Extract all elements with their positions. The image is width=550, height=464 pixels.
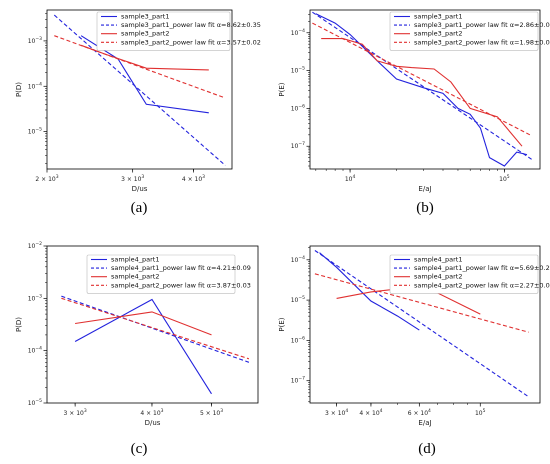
fit-line-4 [312, 22, 532, 137]
legend-label: sample4_part2 [414, 273, 462, 281]
legend-label: sample3_part2 [414, 30, 462, 38]
x-tick-label: 4 × 104 [359, 408, 382, 417]
legend-label: sample4_part1 [414, 256, 462, 264]
x-tick-label: 104 [345, 174, 356, 183]
legend-label: sample3_part1 [414, 13, 462, 21]
y-axis-label: P(D) [15, 82, 23, 97]
legend-label: sample4_part2_power law fit α=2.27±0.01 [414, 281, 550, 289]
panel-3: 10−5 10−4 10−3 10−2 3 × 103 4 × 103 5 × 103 D/u… [15, 241, 259, 457]
x-tick-label: 6 × 104 [408, 408, 431, 417]
panel-caption: (b) [416, 200, 434, 216]
x-tick-label: 3 × 103 [64, 408, 87, 417]
legend-label: sample4_part2_power law fit α=3.87±0.03 [111, 281, 251, 289]
legend-label: sample3_part1 [121, 13, 169, 21]
panel-caption: (d) [418, 441, 436, 457]
y-tick-label: 10−5 [291, 295, 305, 304]
x-tick-label: 3 × 104 [325, 408, 348, 417]
legend-label: sample4_part1 [111, 256, 159, 264]
y-tick-label: 10−6 [291, 335, 305, 344]
legend-label: sample3_part1_power law fit α=8.62±0.35 [121, 21, 261, 29]
y-tick-label: 10−4 [291, 28, 305, 37]
series-line-3 [75, 311, 212, 336]
x-tick-label: 5 × 103 [200, 408, 223, 417]
y-tick-label: 10−3 [28, 293, 42, 302]
y-tick-label: 10−5 [28, 398, 42, 407]
x-axis-label: E/aJ [418, 419, 431, 427]
y-axis-label: P(E) [278, 82, 286, 96]
y-tick-label: 10−7 [291, 141, 305, 150]
x-axis-label: D/us [145, 419, 161, 427]
plot-frame [309, 9, 541, 170]
series-line-1 [74, 298, 212, 395]
panel-caption: (c) [131, 441, 148, 457]
x-tick-label: 3 × 103 [121, 174, 144, 183]
series-line-1 [315, 13, 528, 167]
plot-frame [46, 245, 259, 404]
x-tick-label: 2 × 103 [35, 174, 58, 183]
legend-label: sample3_part1_power law fit α=2.86±0.04 [414, 21, 550, 29]
panel-1: 10−5 10−4 10−3 2 × 103 3 × 103 4 × 103 D/us P(D… [15, 9, 261, 216]
legend-box [389, 11, 539, 51]
x-tick-label: 4 × 103 [140, 408, 163, 417]
plot-frame [309, 245, 541, 404]
legend-label: sample4_part1_power law fit α=4.21±0.09 [111, 264, 251, 272]
y-tick-label: 10−4 [291, 255, 305, 264]
y-tick-label: 10−3 [28, 36, 42, 45]
legend-label: sample3_part2 [121, 30, 169, 38]
y-tick-label: 10−4 [28, 346, 42, 355]
fit-line-2 [312, 11, 532, 160]
legend-box [86, 254, 236, 294]
series-group [61, 295, 250, 395]
y-axis-label: P(E) [278, 317, 286, 331]
plot-frame [46, 9, 233, 170]
x-axis-label: E/aJ [418, 185, 431, 193]
y-tick-label: 10−5 [28, 127, 42, 136]
series-group [312, 11, 532, 167]
fit-line-2 [53, 14, 226, 166]
y-axis-label: P(D) [15, 317, 23, 332]
x-tick-label: 105 [475, 408, 486, 417]
fit-line-2 [61, 295, 250, 363]
fit-line-4 [54, 35, 226, 99]
fit-line-4 [61, 297, 250, 360]
x-tick-label: 4 × 103 [182, 174, 205, 183]
x-axis-label: D/us [132, 185, 148, 193]
series-line-1 [319, 252, 420, 331]
legend-label: sample4_part2 [111, 273, 159, 281]
legend-box [96, 11, 231, 51]
panel-caption: (a) [131, 200, 148, 216]
y-tick-label: 10−6 [291, 103, 305, 112]
legend-label: sample3_part2_power law fit α=1.98±0.01 [414, 38, 550, 46]
legend-label: sample4_part1_power law fit α=5.69±0.22 [414, 264, 550, 272]
y-tick-label: 10−4 [28, 81, 42, 90]
legend-box [389, 254, 539, 294]
legend-label: sample3_part2_power law fit α=3.57±0.02 [121, 38, 261, 46]
fit-line-2 [314, 250, 529, 398]
y-tick-label: 10−2 [28, 241, 42, 250]
panel-4: 10−7 10−6 10−5 10−4 3 × 104 4 × 104 6 × 104 105… [278, 245, 550, 457]
fit-line-4 [314, 273, 529, 333]
x-tick-label: 105 [499, 174, 510, 183]
y-tick-label: 10−7 [291, 376, 305, 385]
panel-2: 10−7 10−6 10−5 10−4 104 105 E/aJ P(E) sample3_pa… [278, 9, 550, 216]
y-tick-label: 10−5 [291, 66, 305, 75]
series-line-3 [321, 38, 523, 147]
